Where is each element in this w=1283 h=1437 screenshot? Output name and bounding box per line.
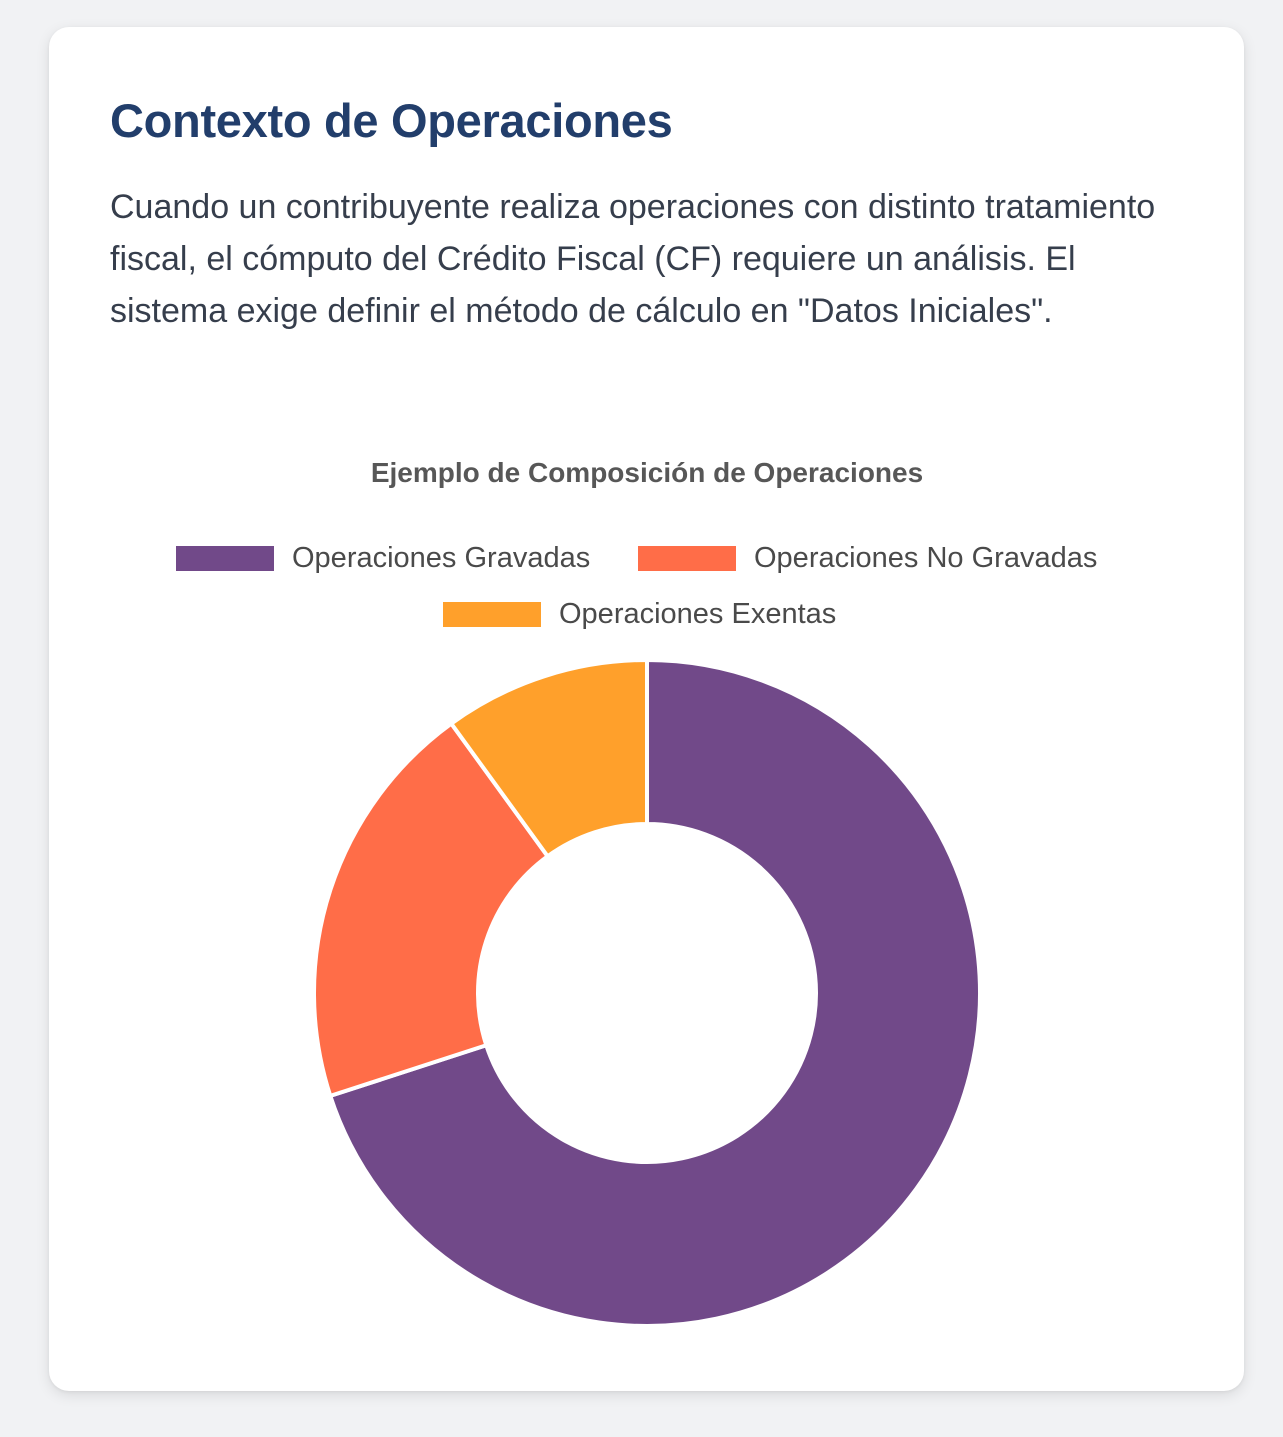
composition-doughnut-chart: Ejemplo de Composición de Operaciones Op… (176, 457, 1097, 1328)
legend-swatch-no-gravadas[interactable] (638, 546, 736, 571)
card-title: Contexto de Operaciones (110, 94, 673, 147)
legend-label-exentas[interactable]: Operaciones Exentas (559, 598, 836, 630)
chart-legend: Operaciones Gravadas Operaciones No Grav… (176, 542, 1097, 630)
slice-operaciones-gravadas[interactable] (328, 658, 982, 1328)
slice-operaciones-no-gravadas[interactable] (312, 721, 550, 1098)
legend-swatch-gravadas[interactable] (176, 546, 274, 571)
legend-label-no-gravadas[interactable]: Operaciones No Gravadas (754, 542, 1097, 574)
legend-label-gravadas[interactable]: Operaciones Gravadas (292, 542, 590, 574)
doughnut-slices (312, 658, 982, 1328)
chart-title: Ejemplo de Composición de Operaciones (371, 457, 923, 488)
slice-operaciones-exentas[interactable] (449, 658, 649, 859)
operations-context-card: Contexto de Operaciones Cuando un contri… (49, 27, 1244, 1391)
legend-swatch-exentas[interactable] (443, 602, 541, 627)
card-description: Cuando un contribuyente realiza operacio… (110, 188, 1156, 330)
